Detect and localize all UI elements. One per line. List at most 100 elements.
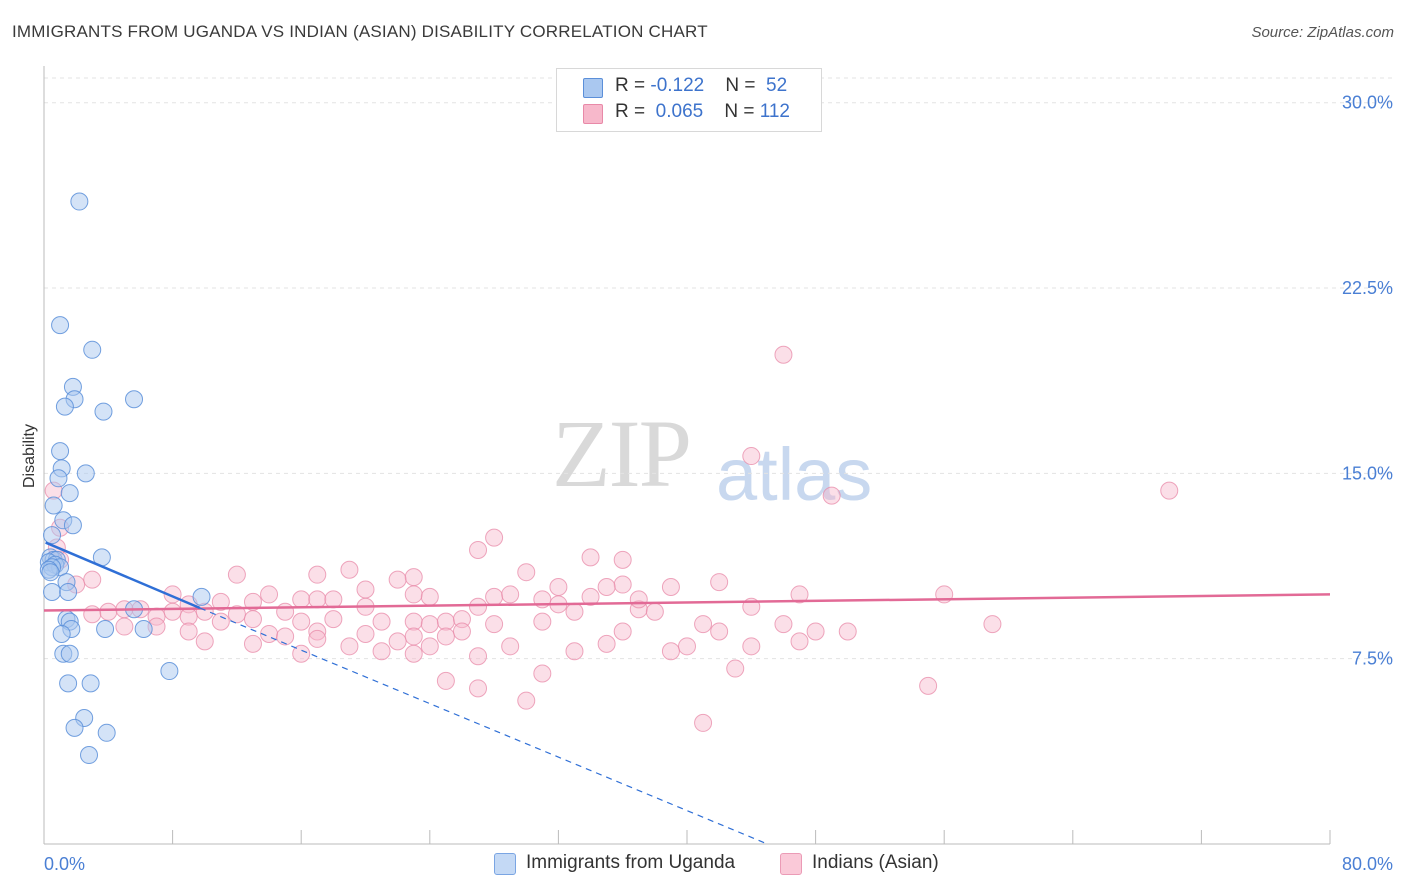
point-indians-asian bbox=[469, 597, 488, 616]
point-indians-asian bbox=[227, 605, 246, 624]
point-indians-asian bbox=[485, 528, 504, 547]
point-immigrants-from-uganda bbox=[70, 192, 89, 211]
point-indians-asian bbox=[790, 632, 809, 651]
point-immigrants-from-uganda bbox=[51, 442, 70, 461]
point-indians-asian bbox=[597, 578, 616, 597]
point-indians-asian bbox=[356, 580, 375, 599]
point-indians-asian bbox=[501, 637, 520, 656]
point-indians-asian bbox=[404, 585, 423, 604]
bottom-legend-swatch-pink bbox=[780, 853, 802, 875]
legend-n-label: N = bbox=[724, 101, 760, 122]
point-indians-asian bbox=[292, 644, 311, 663]
x-tick-label: 0.0% bbox=[44, 854, 85, 874]
point-immigrants-from-uganda bbox=[125, 390, 144, 409]
point-indians-asian bbox=[533, 612, 552, 631]
point-indians-asian bbox=[726, 659, 745, 678]
point-indians-asian bbox=[195, 632, 214, 651]
point-immigrants-from-uganda bbox=[52, 624, 71, 643]
point-indians-asian bbox=[661, 642, 680, 661]
point-immigrants-from-uganda bbox=[49, 469, 68, 488]
point-indians-asian bbox=[694, 713, 713, 732]
point-indians-asian bbox=[613, 575, 632, 594]
point-immigrants-from-uganda bbox=[43, 526, 62, 545]
point-indians-asian bbox=[452, 610, 471, 629]
trend-line-uganda-extrapolated bbox=[199, 607, 768, 845]
point-indians-asian bbox=[613, 550, 632, 569]
point-indians-asian bbox=[99, 602, 118, 621]
trend-lines bbox=[43, 541, 1331, 845]
point-indians-asian bbox=[1160, 481, 1179, 500]
point-immigrants-from-uganda bbox=[44, 496, 63, 515]
legend-n-value: 52 bbox=[766, 75, 788, 96]
point-immigrants-from-uganda bbox=[96, 620, 115, 639]
y-tick-label: 22.5% bbox=[1342, 278, 1393, 298]
point-immigrants-from-uganda bbox=[60, 644, 79, 663]
point-indians-asian bbox=[549, 578, 568, 597]
point-indians-asian bbox=[565, 642, 584, 661]
watermark-atlas: atlas bbox=[716, 433, 873, 516]
trend-line-uganda bbox=[45, 541, 201, 610]
point-indians-asian bbox=[742, 447, 761, 466]
point-indians-asian bbox=[485, 615, 504, 634]
point-indians-asian bbox=[517, 691, 536, 710]
point-immigrants-from-uganda bbox=[134, 620, 153, 639]
point-indians-asian bbox=[436, 627, 455, 646]
point-indians-asian bbox=[308, 629, 327, 648]
point-indians-asian bbox=[420, 587, 439, 606]
point-indians-asian bbox=[292, 612, 311, 631]
axes bbox=[43, 66, 1331, 845]
point-immigrants-from-uganda bbox=[83, 340, 102, 359]
legend-r-label: R = bbox=[615, 101, 651, 122]
point-indians-asian bbox=[597, 634, 616, 653]
y-tick-label: 15.0% bbox=[1342, 463, 1393, 483]
point-indians-asian bbox=[340, 560, 359, 579]
point-immigrants-from-uganda bbox=[80, 746, 99, 765]
axis-labels: 7.5% 15.0% 22.5% 30.0% 0.0% 80.0% Disability bbox=[21, 93, 1393, 874]
point-indians-asian bbox=[243, 610, 262, 629]
point-indians-asian bbox=[243, 634, 262, 653]
point-indians-asian bbox=[501, 585, 520, 604]
point-indians-asian bbox=[308, 590, 327, 609]
y-axis-label: Disability bbox=[21, 424, 38, 488]
point-indians-asian bbox=[308, 622, 327, 641]
point-immigrants-from-uganda bbox=[60, 484, 79, 503]
point-indians-asian bbox=[485, 587, 504, 606]
y-tick-label: 7.5% bbox=[1352, 649, 1393, 669]
legend-n-label: N = bbox=[725, 75, 761, 96]
legend-r-value: 0.065 bbox=[655, 101, 704, 122]
point-indians-asian bbox=[661, 578, 680, 597]
point-indians-asian bbox=[420, 637, 439, 656]
point-indians-asian bbox=[469, 540, 488, 559]
point-indians-asian bbox=[356, 624, 375, 643]
point-indians-asian bbox=[372, 612, 391, 631]
point-indians-asian bbox=[211, 612, 230, 631]
series-immigrants-from-uganda bbox=[39, 192, 211, 765]
bottom-legend-label: Indians (Asian) bbox=[812, 852, 939, 873]
point-indians-asian bbox=[163, 602, 182, 621]
point-indians-asian bbox=[404, 627, 423, 646]
point-indians-asian bbox=[533, 664, 552, 683]
bottom-legend-swatch-blue bbox=[494, 853, 516, 875]
point-immigrants-from-uganda bbox=[192, 587, 211, 606]
point-indians-asian bbox=[629, 590, 648, 609]
point-immigrants-from-uganda bbox=[59, 674, 78, 693]
point-indians-asian bbox=[581, 548, 600, 567]
point-indians-asian bbox=[179, 622, 198, 641]
legend-text: R = -0.122 N = 52 bbox=[615, 75, 787, 97]
point-indians-asian bbox=[822, 486, 841, 505]
watermark-zip: ZIP bbox=[552, 400, 692, 507]
point-indians-asian bbox=[790, 585, 809, 604]
x-tick-label: 80.0% bbox=[1342, 854, 1393, 874]
point-indians-asian bbox=[404, 612, 423, 631]
point-immigrants-from-uganda bbox=[59, 582, 78, 601]
legend-r-label: R = bbox=[615, 75, 651, 96]
point-immigrants-from-uganda bbox=[43, 582, 62, 601]
point-indians-asian bbox=[774, 615, 793, 634]
point-indians-asian bbox=[694, 615, 713, 634]
point-indians-asian bbox=[436, 612, 455, 631]
point-indians-asian bbox=[308, 565, 327, 584]
point-indians-asian bbox=[838, 622, 857, 641]
point-indians-asian bbox=[83, 570, 102, 589]
point-indians-asian bbox=[710, 573, 729, 592]
